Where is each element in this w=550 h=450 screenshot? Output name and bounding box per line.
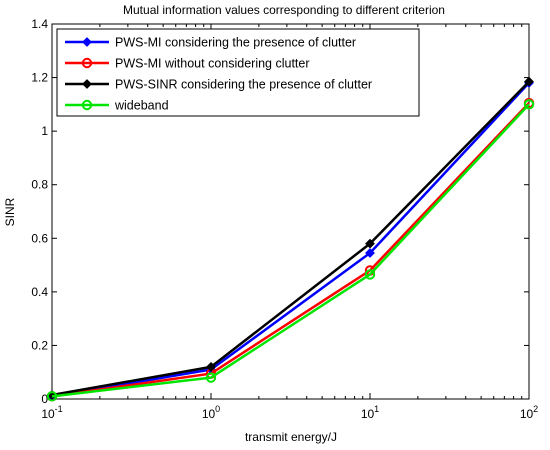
legend-box (56, 28, 420, 117)
legend-marker (81, 99, 93, 111)
x-tick-label-exponent: 0 (215, 404, 220, 414)
legend-marker (82, 37, 92, 47)
y-tick-label: 0.6 (31, 231, 48, 245)
x-tick-label-base: 10 (361, 407, 375, 421)
y-tick-label: 0 (41, 392, 48, 406)
data-point (524, 76, 534, 87)
y-tick-label: 0.2 (31, 338, 48, 352)
x-tick-label-base: 10 (520, 407, 534, 421)
data-point (365, 238, 375, 249)
legend-item: PWS-MI considering the presence of clutt… (65, 36, 356, 50)
x-axis-label: transmit energy/J (245, 430, 337, 444)
legend-label: wideband (114, 99, 169, 113)
legend-label: PWS-MI without considering clutter (115, 57, 310, 71)
data-point (364, 269, 376, 280)
x-tick-label-exponent: 2 (533, 404, 538, 414)
x-tick-label-base: 10 (41, 407, 55, 421)
data-point (523, 99, 535, 110)
x-tick-label-exponent: -1 (55, 404, 63, 414)
legend-label: PWS-MI considering the presence of clutt… (115, 36, 356, 50)
series-line (51, 103, 530, 398)
legend-label: PWS-SINR considering the presence of clu… (115, 78, 372, 92)
chart-title: Mutual information values corresponding … (123, 3, 445, 17)
y-tick-label: 1.2 (31, 71, 48, 85)
x-tick-label: 100 (202, 404, 220, 421)
legend: PWS-MI considering the presence of clutt… (56, 28, 420, 117)
y-axis-label: SINR (3, 197, 17, 226)
series-3 (46, 99, 535, 402)
y-tick-label: 0.4 (31, 285, 48, 299)
series-line (51, 102, 530, 398)
data-point (206, 361, 216, 372)
x-tick-label-base: 10 (202, 407, 216, 421)
x-tick-label: 101 (361, 404, 379, 421)
legend-item: PWS-SINR considering the presence of clu… (65, 78, 372, 92)
legend-item: wideband (65, 99, 169, 113)
data-point (365, 248, 375, 258)
series-layer (46, 76, 535, 402)
series-line (51, 82, 530, 398)
y-tick-label: 0.8 (31, 178, 48, 192)
legend-marker (81, 57, 93, 69)
data-point (46, 391, 58, 402)
x-tick-label: 102 (520, 404, 538, 421)
axis-ticks: 00.20.40.60.811.21.410-1 100 101 102 (31, 17, 538, 421)
x-tick-label-exponent: 1 (374, 404, 379, 414)
x-tick-label: 10-1 (41, 404, 62, 421)
y-tick-label: 1.4 (31, 17, 48, 31)
legend-marker (82, 79, 92, 89)
y-tick-label: 1 (41, 124, 48, 138)
data-point (205, 372, 217, 383)
legend-item: PWS-MI without considering clutter (65, 57, 310, 71)
series-line (51, 80, 530, 397)
